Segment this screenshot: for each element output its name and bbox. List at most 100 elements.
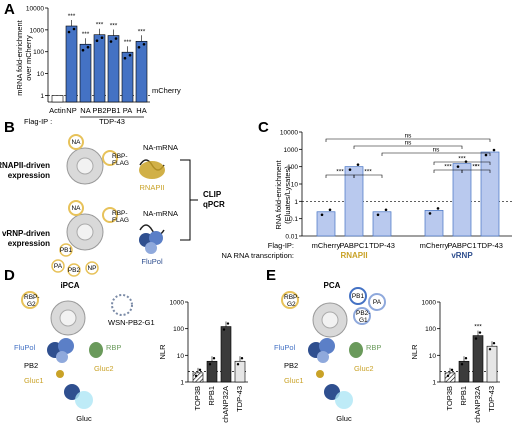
e-bar-chanp32a bbox=[472, 335, 484, 383]
e-gluc1-shape bbox=[316, 370, 324, 378]
b-plasmid-pa bbox=[51, 259, 65, 273]
e-title: PCA bbox=[324, 281, 341, 290]
d-nucleus bbox=[59, 309, 77, 327]
e-gluc-glow bbox=[335, 391, 353, 409]
a-sig-label: *** bbox=[68, 13, 76, 20]
d-point bbox=[222, 328, 226, 331]
c-group2-label: vRNP bbox=[451, 251, 473, 260]
b-nucleus-1 bbox=[76, 157, 94, 175]
c-sig-label: *** bbox=[336, 169, 344, 176]
e-point bbox=[478, 331, 482, 334]
a-ylabel-1: mRNA fold-enrichment bbox=[15, 19, 24, 95]
a-xtick-label: PA bbox=[123, 106, 132, 115]
c-sig-label: ns bbox=[405, 140, 413, 147]
d-flupol-shape-2 bbox=[58, 338, 74, 354]
c-sig-bracket bbox=[433, 161, 491, 165]
c-xtick-label: mCherry bbox=[420, 241, 449, 250]
b-rbp-flag-2: RBP-FLAG bbox=[112, 210, 129, 224]
a-bars: Actin *** NP *** NA *** PB2 *** PB1 *** PA *** HA bbox=[49, 13, 148, 115]
c-sig-bracket bbox=[381, 152, 491, 156]
c-ytick-label: 0.1 bbox=[289, 216, 298, 223]
c-ytick-label: 1000 bbox=[284, 147, 299, 154]
c-ytick-label: 0.01 bbox=[285, 234, 298, 241]
b-na-1: NA bbox=[71, 139, 81, 146]
b-plasmid-pb2 bbox=[67, 263, 81, 277]
c-sig-label: ns bbox=[405, 133, 413, 140]
c-point bbox=[492, 148, 496, 152]
d-ytick-label: 1000 bbox=[170, 300, 185, 307]
d-ytick-label: 100 bbox=[173, 326, 184, 333]
a-point bbox=[86, 45, 90, 49]
a-xtick-label: PB1 bbox=[106, 106, 120, 115]
e-flupol-shape-2 bbox=[319, 338, 335, 354]
a-sig-label: *** bbox=[96, 22, 104, 29]
b-row2-title: vRNP-driven expression bbox=[2, 229, 50, 248]
c-sig-bracket bbox=[461, 169, 491, 173]
b-plasmid-rbp-2 bbox=[102, 207, 118, 223]
a-point bbox=[95, 39, 99, 43]
c-sig-bracket bbox=[353, 145, 463, 149]
e-xtick-label: chANP32A bbox=[473, 386, 482, 423]
e-point bbox=[492, 342, 496, 345]
e-gluc1-label: Gluc1 bbox=[284, 376, 304, 385]
d-bar-chanp32a bbox=[220, 326, 232, 383]
e-plasmid-pa bbox=[368, 293, 386, 311]
d-bar-tdp-43 bbox=[234, 360, 246, 383]
d-point bbox=[240, 357, 244, 360]
e-pa: PA bbox=[373, 299, 382, 306]
a-bar-actin bbox=[51, 95, 64, 103]
e-plasmid-rbp bbox=[281, 291, 299, 309]
e-sig-label: *** bbox=[474, 324, 482, 331]
c-xtick-label: mCherry bbox=[312, 241, 341, 250]
c-sig-label: * bbox=[475, 164, 478, 171]
d-rbp-shape bbox=[89, 342, 103, 358]
c-axis: 10000 1000 100 10 1 0.1 0.01 bbox=[280, 130, 512, 241]
b-rnapii-shape bbox=[139, 161, 165, 179]
c-point bbox=[384, 208, 388, 212]
c-ytick-label: 1 bbox=[294, 199, 298, 206]
a-ytick-label: 1 bbox=[40, 93, 44, 100]
a-point bbox=[123, 56, 127, 60]
e-plasmid-pb2 bbox=[353, 307, 371, 325]
d-virus-label: WSN-PB2-G1 bbox=[108, 318, 155, 327]
b-rbp-flag-1: RBP-FLAG bbox=[112, 153, 129, 167]
a-flag-ip-label: Flag-IP : bbox=[24, 117, 52, 126]
c-point bbox=[320, 213, 324, 217]
d-point bbox=[212, 357, 216, 360]
e-ytick-label: 10 bbox=[429, 353, 437, 360]
e-ytick-label: 1000 bbox=[422, 300, 437, 307]
c-bar-pabpc1 bbox=[344, 166, 364, 237]
c-ylabel-2: (Eluates/Lysates) bbox=[283, 166, 292, 224]
e-gluc2-label: Gluc2 bbox=[354, 364, 374, 373]
c-bars: mCherry PABPC1 TDP-43 mCherry PABPC1 TDP-43 bbox=[312, 148, 503, 250]
b-bracket bbox=[180, 159, 198, 241]
c-sig-label: *** bbox=[458, 156, 466, 163]
a-point bbox=[128, 53, 132, 57]
a-point bbox=[72, 27, 76, 31]
b-pb1: PB1 bbox=[60, 247, 73, 254]
e-ylabel: NLR bbox=[410, 344, 419, 360]
a-sig-label: *** bbox=[124, 39, 132, 46]
e-point bbox=[488, 348, 492, 351]
b-plasmid-pb1 bbox=[59, 243, 73, 257]
b-na-2: NA bbox=[71, 205, 81, 212]
a-point bbox=[142, 42, 146, 46]
d-bars: TOP3B RPB1 chANP32A TDP-43 bbox=[192, 321, 246, 423]
e-point bbox=[460, 363, 464, 366]
a-group-label: TDP-43 bbox=[99, 117, 125, 126]
c-point bbox=[436, 207, 440, 210]
c-sig-bracket bbox=[325, 138, 491, 142]
d-ylabel: NLR bbox=[158, 344, 167, 360]
b-np: NP bbox=[87, 265, 96, 272]
d-gluc2-label: Gluc2 bbox=[94, 364, 114, 373]
b-nucleus-2 bbox=[76, 223, 94, 241]
c-ytick-label: 100 bbox=[287, 164, 298, 171]
a-bar-np bbox=[65, 25, 78, 103]
d-rbp-label: RBP bbox=[106, 343, 121, 352]
e-point bbox=[450, 368, 454, 372]
d-plasmid-rbp bbox=[21, 291, 39, 309]
d-flupol-label: FluPol bbox=[14, 343, 36, 352]
d-title: iPCA bbox=[60, 281, 79, 290]
d-gluc-label: Gluc bbox=[76, 414, 92, 423]
e-flupol-label: FluPol bbox=[274, 343, 296, 352]
